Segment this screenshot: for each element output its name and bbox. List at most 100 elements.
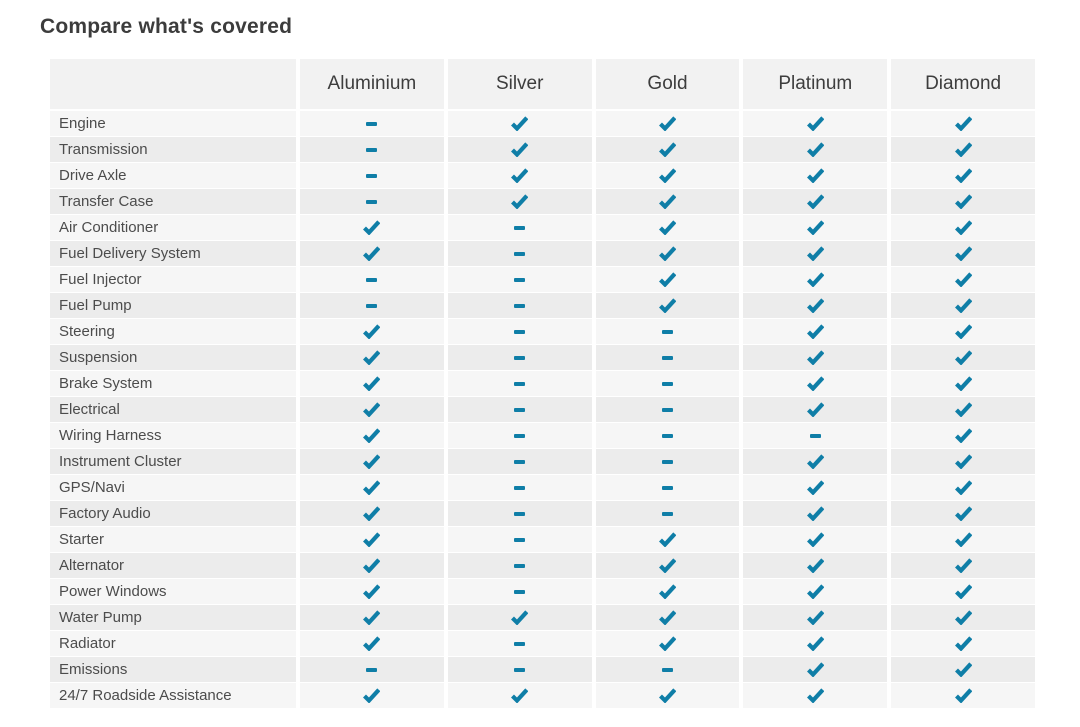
coverage-cell	[447, 449, 592, 474]
check-icon	[806, 480, 824, 495]
coverage-cell	[300, 189, 444, 214]
dash-icon	[366, 667, 378, 672]
coverage-cell	[300, 293, 444, 318]
column-header-gold: Gold	[595, 59, 740, 109]
coverage-cell	[595, 319, 740, 344]
coverage-cell	[447, 319, 592, 344]
check-icon	[954, 454, 972, 469]
coverage-cell	[300, 423, 444, 448]
check-icon	[511, 610, 529, 625]
coverage-cell	[743, 163, 888, 188]
coverage-cell	[300, 241, 444, 266]
coverage-cell	[891, 501, 1035, 526]
coverage-cell	[595, 267, 740, 292]
column-header-aluminium: Aluminium	[300, 59, 444, 109]
check-icon	[363, 688, 381, 703]
check-icon	[363, 454, 381, 469]
check-icon	[806, 246, 824, 261]
coverage-cell	[447, 475, 592, 500]
coverage-cell	[447, 137, 592, 162]
coverage-cell	[595, 397, 740, 422]
coverage-cell	[300, 683, 444, 708]
check-icon	[954, 324, 972, 339]
coverage-cell	[743, 501, 888, 526]
check-icon	[806, 688, 824, 703]
check-icon	[806, 584, 824, 599]
coverage-cell	[891, 683, 1035, 708]
coverage-cell	[300, 501, 444, 526]
coverage-cell	[595, 527, 740, 552]
check-icon	[954, 584, 972, 599]
check-icon	[954, 168, 972, 183]
check-icon	[363, 402, 381, 417]
coverage-cell	[300, 605, 444, 630]
row-label: Radiator	[50, 631, 296, 656]
coverage-cell	[447, 189, 592, 214]
dash-icon	[514, 303, 526, 308]
coverage-cell	[743, 423, 888, 448]
coverage-cell	[891, 241, 1035, 266]
coverage-cell	[447, 683, 592, 708]
row-label: GPS/Navi	[50, 475, 296, 500]
check-icon	[658, 532, 676, 547]
coverage-cell	[447, 293, 592, 318]
check-icon	[954, 298, 972, 313]
coverage-cell	[595, 631, 740, 656]
coverage-cell	[300, 553, 444, 578]
coverage-cell	[891, 631, 1035, 656]
coverage-cell	[300, 475, 444, 500]
coverage-cell	[595, 657, 740, 682]
coverage-cell	[743, 137, 888, 162]
check-icon	[954, 428, 972, 443]
check-icon	[363, 480, 381, 495]
check-icon	[363, 532, 381, 547]
coverage-cell	[891, 371, 1035, 396]
dash-icon	[514, 485, 526, 490]
check-icon	[363, 584, 381, 599]
check-icon	[806, 116, 824, 131]
dash-icon	[514, 251, 526, 256]
coverage-cell	[891, 657, 1035, 682]
check-icon	[658, 610, 676, 625]
header-blank-cell	[50, 59, 296, 109]
coverage-cell	[300, 319, 444, 344]
coverage-cell	[891, 267, 1035, 292]
check-icon	[954, 116, 972, 131]
coverage-cell	[891, 475, 1035, 500]
coverage-cell	[743, 241, 888, 266]
coverage-cell	[743, 449, 888, 474]
page-title: Compare what's covered	[40, 15, 293, 38]
check-icon	[658, 558, 676, 573]
coverage-cell	[300, 397, 444, 422]
dash-icon	[514, 277, 526, 282]
check-icon	[363, 324, 381, 339]
coverage-cell	[447, 553, 592, 578]
coverage-cell	[447, 267, 592, 292]
row-label: Transfer Case	[50, 189, 296, 214]
check-icon	[363, 376, 381, 391]
check-icon	[806, 532, 824, 547]
check-icon	[954, 610, 972, 625]
check-icon	[954, 402, 972, 417]
coverage-cell	[743, 605, 888, 630]
check-icon	[363, 428, 381, 443]
coverage-cell	[447, 111, 592, 136]
coverage-cell	[595, 501, 740, 526]
check-icon	[658, 298, 676, 313]
coverage-table: Aluminium Silver Gold Platinum Diamond Engine…	[50, 59, 1035, 708]
coverage-cell	[595, 449, 740, 474]
coverage-cell	[595, 241, 740, 266]
coverage-cell	[595, 423, 740, 448]
row-label: Engine	[50, 111, 296, 136]
coverage-cell	[595, 111, 740, 136]
dash-icon	[366, 121, 378, 126]
check-icon	[363, 558, 381, 573]
check-icon	[511, 688, 529, 703]
dash-icon	[366, 303, 378, 308]
coverage-cell	[891, 449, 1035, 474]
dash-icon	[661, 329, 673, 334]
coverage-cell	[300, 163, 444, 188]
dash-icon	[661, 459, 673, 464]
dash-icon	[514, 459, 526, 464]
coverage-cell	[447, 579, 592, 604]
